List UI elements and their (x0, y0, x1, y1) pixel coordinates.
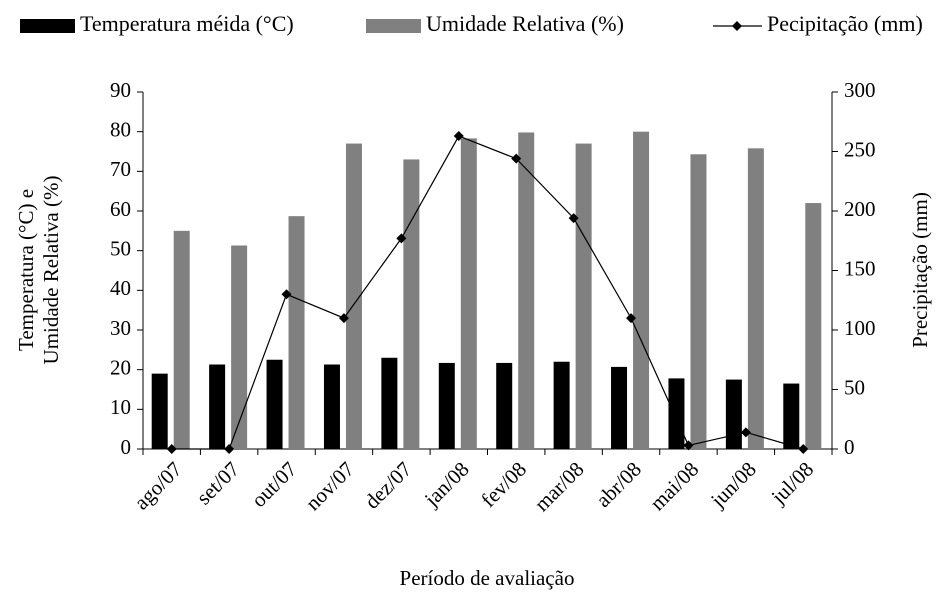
line (171, 135, 804, 450)
bar (345, 143, 362, 450)
y2-tick-label: 0 (844, 435, 855, 459)
x-tick-label: fev/08 (476, 457, 531, 512)
y-tick-label: 40 (110, 276, 131, 300)
x-tick-label: set/07 (192, 457, 244, 509)
x-tick-label: jan/08 (419, 457, 474, 512)
x-tick-label: dez/07 (360, 457, 417, 514)
bar (496, 362, 513, 449)
bar (575, 143, 592, 450)
x-tick-label: jul/08 (766, 457, 818, 509)
y2-tick-label: 250 (844, 137, 876, 161)
bar (403, 159, 420, 449)
bar (438, 362, 455, 449)
legend-swatch (20, 19, 75, 33)
bar (553, 361, 570, 449)
bar (266, 359, 283, 449)
legend-label: Umidade Relativa (%) (426, 11, 624, 36)
marker (798, 444, 809, 454)
y-tick-label: 70 (110, 157, 131, 181)
y2-tick-label: 200 (844, 197, 876, 221)
legend-label: Temperatura méida (°C) (80, 11, 294, 36)
legend-marker (732, 21, 742, 31)
y2-tick-label: 300 (844, 78, 876, 102)
legend-swatch (366, 19, 421, 33)
bar (231, 245, 248, 449)
bar (518, 132, 535, 449)
marker (281, 289, 292, 300)
bar (690, 154, 707, 449)
bar (783, 383, 800, 449)
y2-tick-label: 100 (844, 316, 876, 340)
x-tick-label: nov/07 (301, 457, 359, 515)
y2-tick-label: 50 (844, 375, 865, 399)
bar (633, 131, 650, 449)
x-tick-label: ago/07 (129, 457, 186, 514)
bar (173, 230, 190, 449)
y-tick-label: 80 (110, 117, 131, 141)
bar (381, 357, 398, 449)
marker (568, 213, 579, 224)
bar (323, 364, 340, 449)
bar (288, 216, 305, 449)
marker (453, 131, 464, 142)
x-tick-label: mar/08 (530, 457, 589, 516)
marker (338, 313, 349, 324)
marker (626, 313, 637, 324)
legend-label: Pecipitação (mm) (767, 11, 923, 36)
x-tick-label: out/07 (247, 457, 302, 512)
x-axis-label: Período de avaliação (400, 566, 575, 590)
marker (683, 440, 694, 451)
marker (224, 444, 235, 454)
y-tick-label: 90 (110, 78, 131, 102)
y-tick-label: 0 (121, 435, 132, 459)
bar (151, 373, 168, 449)
y-tick-label: 30 (110, 316, 131, 340)
bar (209, 364, 226, 449)
marker (740, 427, 751, 438)
y-tick-label: 50 (110, 236, 131, 260)
bar (725, 379, 742, 449)
y-tick-label: 60 (110, 197, 131, 221)
x-tick-label: mai/08 (645, 457, 703, 515)
bar (460, 138, 477, 449)
marker (396, 233, 407, 244)
bar (747, 148, 764, 449)
y-axis-label: Temperatura (°C) e (14, 189, 38, 351)
bar (611, 366, 628, 449)
y2-tick-label: 150 (844, 256, 876, 280)
y-tick-label: 10 (110, 395, 131, 419)
x-tick-label: abr/08 (591, 457, 646, 512)
x-tick-label: jun/08 (705, 457, 761, 513)
bar (805, 203, 822, 449)
y-tick-label: 20 (110, 355, 131, 379)
y2-axis-label: Precipitação (mm) (908, 192, 932, 348)
bar (668, 378, 685, 449)
y-axis-label: Umidade Relativa (%) (39, 176, 63, 365)
marker (511, 153, 522, 164)
marker (166, 444, 177, 454)
